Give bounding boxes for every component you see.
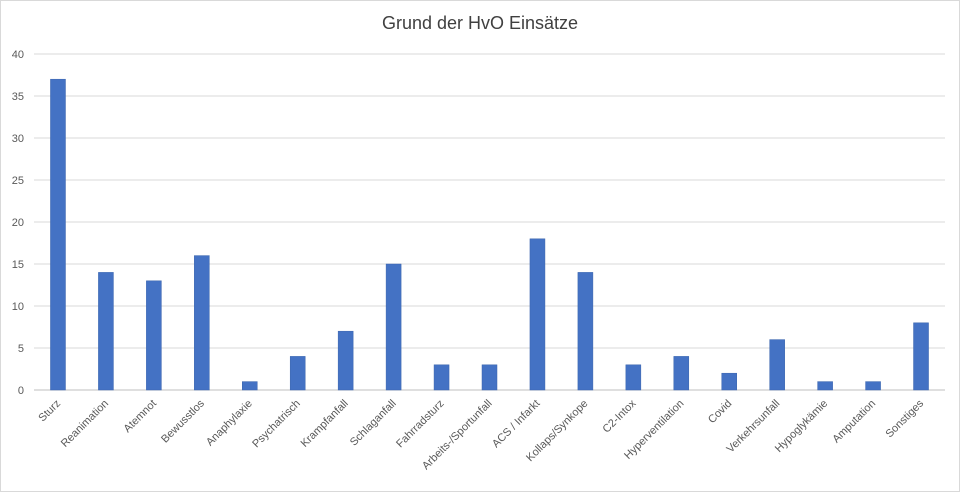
- bar: [769, 339, 785, 391]
- y-tick-label: 20: [12, 217, 24, 229]
- y-tick-label: 40: [12, 49, 24, 61]
- x-tick-label: C2-Intox: [601, 397, 639, 435]
- x-tick-label: Fahrradsturz: [394, 398, 447, 451]
- y-tick-label: 0: [18, 385, 24, 397]
- y-tick-label: 5: [18, 343, 24, 355]
- y-tick-label: 25: [12, 175, 24, 187]
- x-tick-label: Schlaganfall: [348, 398, 399, 449]
- x-tick-label: Anaphylaxie: [204, 398, 255, 449]
- x-tick-label: Krampfanfall: [299, 398, 351, 450]
- y-tick-label: 35: [12, 91, 24, 103]
- x-tick-label: Bewusstlos: [159, 397, 207, 445]
- bar: [194, 255, 210, 391]
- bar: [721, 372, 737, 391]
- x-tick-label: Sturz: [36, 398, 63, 425]
- bar: [337, 330, 354, 391]
- bar: [433, 364, 450, 391]
- x-tick-label: Reanimation: [59, 398, 111, 450]
- y-tick-label: 10: [12, 301, 24, 313]
- bar: [625, 364, 642, 391]
- bar: [865, 381, 881, 391]
- bar: [98, 272, 114, 391]
- bar: [146, 280, 162, 391]
- bar: [242, 381, 258, 391]
- y-tick-label: 15: [12, 259, 24, 271]
- x-tick-label: Sonstiges: [884, 397, 927, 440]
- bar: [289, 356, 306, 391]
- x-tick-label: Psychatrisch: [250, 398, 303, 451]
- chart-title: Grund der HvO Einsätze: [381, 13, 579, 33]
- x-tick-label: Amputation: [830, 398, 878, 446]
- bar: [673, 356, 690, 391]
- bar: [385, 263, 402, 391]
- bar: [50, 78, 66, 391]
- y-tick-label: 30: [12, 133, 24, 145]
- bar: [817, 381, 833, 391]
- x-tick-label: ACS / Infarkt: [490, 398, 543, 451]
- bar: [481, 364, 498, 391]
- x-tick-label: Covid: [706, 398, 734, 426]
- bar: [529, 238, 546, 391]
- bar: [913, 322, 929, 391]
- bar: [577, 272, 594, 391]
- x-tick-label: Atemnot: [122, 398, 159, 435]
